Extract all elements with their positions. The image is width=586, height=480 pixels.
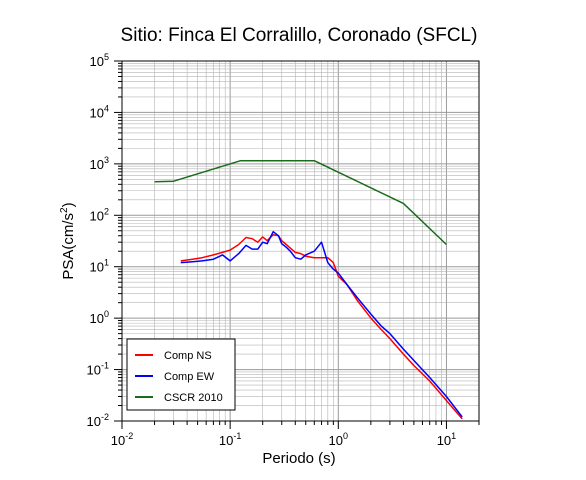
tick-group	[114, 60, 480, 429]
chart-title: Sitio: Finca El Corralillo, Coronado (SF…	[121, 25, 478, 46]
y-tick-label: 105	[90, 52, 109, 69]
y-tick-label: 101	[90, 258, 109, 275]
y-axis-label-sup: 2	[59, 207, 70, 213]
y-axis-label-tail: )	[60, 202, 77, 207]
x-tick-label: 101	[437, 431, 456, 448]
y-tick-label: 10-2	[87, 412, 109, 429]
legend-label: Comp NS	[164, 350, 212, 362]
y-tick-label: 100	[90, 309, 109, 326]
y-tick-label: 103	[90, 155, 109, 172]
x-tick-label: 10-2	[111, 431, 133, 448]
legend: Comp NS Comp EW CSCR 2010	[126, 338, 236, 411]
tick-labels: 10-2 10-1 100 101 10-2 10-1 100 101 102 103 104 105	[87, 52, 457, 448]
x-tick-label: 100	[329, 431, 348, 448]
legend-box	[126, 338, 236, 411]
series-line-1	[180, 233, 463, 420]
legend-label: Comp EW	[164, 371, 215, 383]
y-tick-label: 10-1	[87, 361, 109, 378]
y-axis-label: PSA(cm/s2)	[59, 202, 77, 279]
plot-frame	[121, 60, 480, 422]
series-line-3	[154, 159, 447, 246]
series-group	[154, 159, 463, 420]
series-line-2	[180, 230, 463, 418]
x-tick-label: 10-1	[219, 431, 241, 448]
y-tick-label: 102	[90, 206, 109, 223]
legend-label: CSCR 2010	[164, 392, 223, 404]
x-axis-label: Periodo (s)	[262, 450, 335, 467]
y-tick-label: 104	[90, 103, 109, 120]
y-axis-label-main: PSA(cm/s	[60, 213, 77, 280]
